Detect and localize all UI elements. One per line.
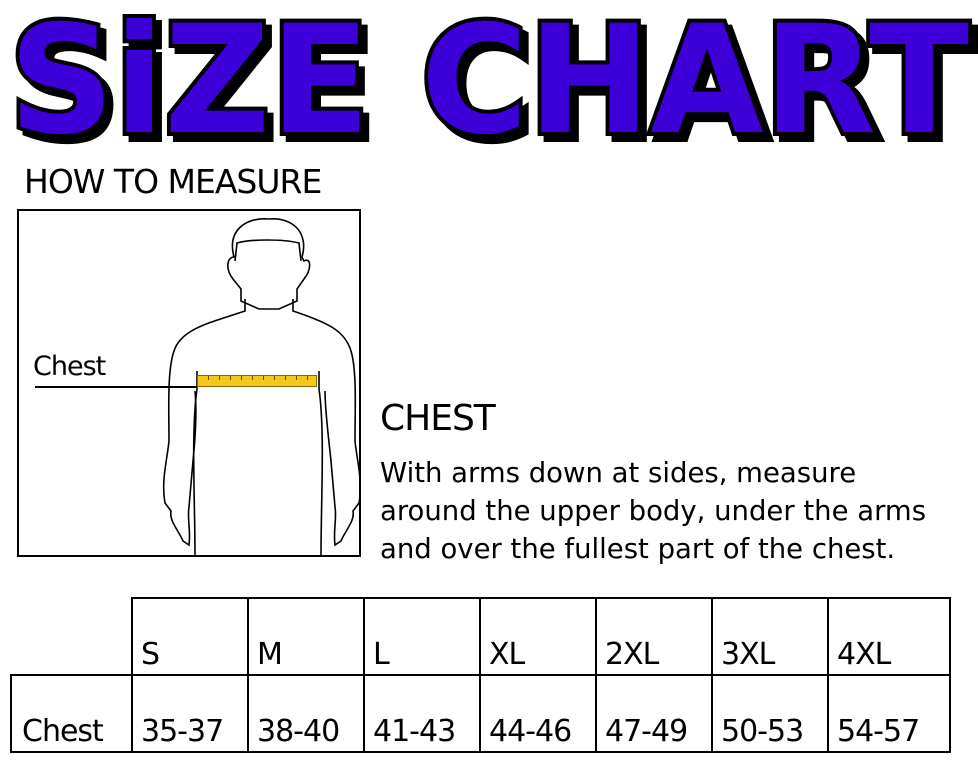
size-header-cell: 2XL: [595, 597, 713, 676]
size-chart-title: SiZE CHART: [5, 0, 973, 150]
row-label: Chest: [10, 674, 133, 753]
chest-label: Chest: [33, 351, 106, 382]
chest-value-cell: 47-49: [595, 674, 713, 753]
chest-value-cell: 50-53: [711, 674, 829, 753]
tape-measure: [197, 375, 317, 387]
title-text: SiZE CHART: [9, 0, 969, 150]
instruction-line: and over the fullest part of the chest.: [380, 533, 896, 565]
size-table: S M L XL 2XL 3XL 4XL Chest 35-37 38-40 41-43 44-4…: [10, 597, 951, 753]
size-header-cell: 3XL: [711, 597, 829, 676]
instruction-line: With arms down at sides, measure: [380, 457, 857, 489]
instruction-line: around the upper body, under the arms: [380, 495, 927, 527]
how-to-measure-heading: HOW TO MEASURE: [24, 162, 322, 201]
chest-heading: CHEST: [380, 398, 496, 439]
body-outline-illustration: [35, 218, 362, 556]
measure-figure: Chest: [17, 209, 362, 557]
table-row: Chest 35-37 38-40 41-43 44-46 47-49 50-53 54-5…: [10, 674, 951, 753]
size-header-cell: 4XL: [827, 597, 951, 676]
size-header-cell: M: [247, 597, 365, 676]
size-header-cell: S: [131, 597, 249, 676]
size-header-cell: L: [363, 597, 481, 676]
size-header-row: S M L XL 2XL 3XL 4XL: [11, 597, 951, 676]
size-header-cell: XL: [479, 597, 597, 676]
chest-value-cell: 54-57: [827, 674, 951, 753]
chest-value-cell: 35-37: [131, 674, 249, 753]
chest-value-cell: 41-43: [363, 674, 481, 753]
chest-instructions: With arms down at sides, measure around …: [380, 454, 978, 568]
chest-value-cell: 44-46: [479, 674, 597, 753]
chest-value-cell: 38-40: [247, 674, 365, 753]
empty-corner-cell: [11, 598, 132, 676]
